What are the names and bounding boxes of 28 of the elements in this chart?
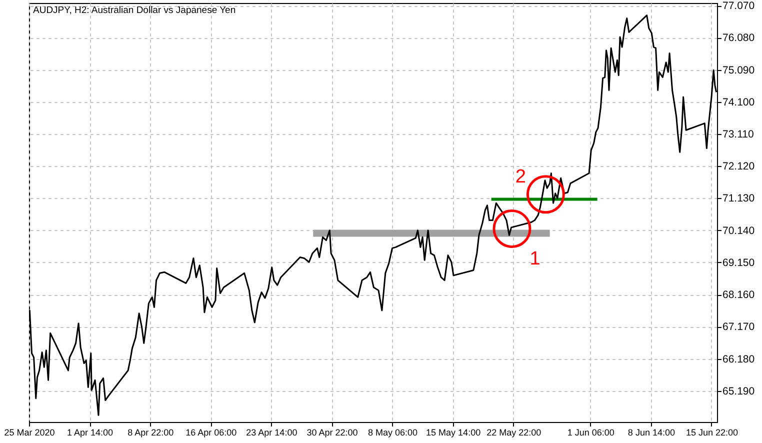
y-tick-label: 68.160 [722,289,755,302]
y-tick-label: 77.070 [722,0,755,12]
y-tick-label: 71.130 [722,192,755,205]
y-tick-label: 75.090 [722,64,755,76]
y-tick-label: 69.150 [722,256,755,269]
x-tick-label: 30 Apr 22:00 [306,428,358,438]
x-tick-label: 15 Jun 22:00 [686,428,738,438]
x-tick-label: 23 Apr 14:00 [246,428,298,438]
x-tick-label: 16 Apr 06:00 [186,428,237,438]
chart-title: AUDJPY, H2: Australian Dollar vs Japanese Yen [33,5,236,16]
y-tick-label: 72.120 [722,160,755,173]
x-tick-label: 1 Jun 06:00 [567,428,614,438]
y-tick-label: 76.080 [722,32,755,44]
y-tick-label: 65.190 [722,385,755,398]
y-tick-label: 73.110 [722,128,754,141]
y-tick-label: 70.140 [722,224,755,237]
x-tick-label: 1 Apr 14:00 [67,428,114,438]
annotation: 2 [515,166,526,188]
x-tick-label: 8 Apr 22:00 [128,428,174,438]
x-tick-label: 8 May 06:00 [368,428,418,438]
annotation: 1 [530,248,540,270]
x-tick-label: 8 Jun 14:00 [628,428,675,438]
y-tick-label: 67.170 [722,321,755,334]
x-tick-label: 22 May 22:00 [486,428,542,438]
y-tick-label: 74.100 [722,96,755,108]
x-tick-label: 15 May 14:00 [426,428,481,438]
x-tick-label: 25 Mar 2020 [4,428,55,438]
y-tick-label: 66.180 [722,353,755,366]
